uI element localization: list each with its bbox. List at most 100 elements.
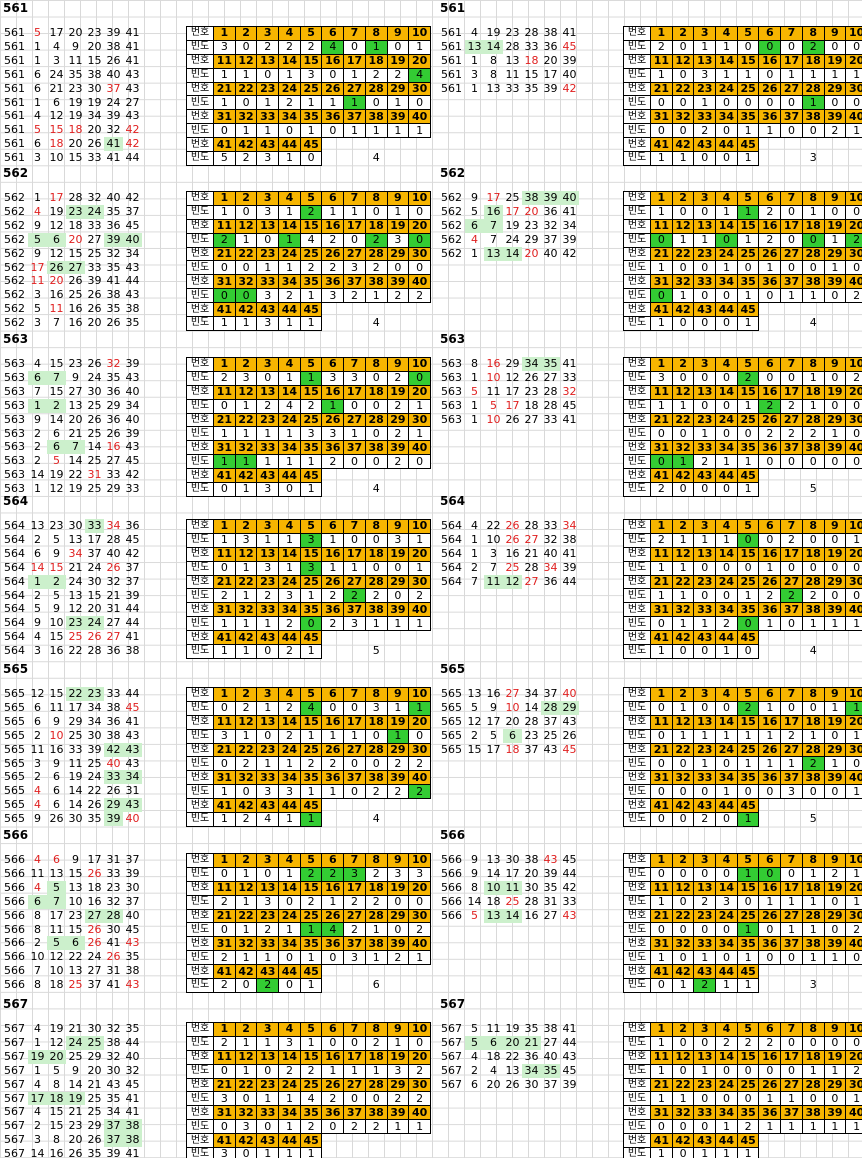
winning-number: 40: [560, 191, 579, 205]
winning-number: 32: [562, 384, 577, 398]
winning-number: 34: [522, 1063, 541, 1078]
empty-cell: [824, 1148, 846, 1158]
frequency-row: 빈도 0 1 2 1 1 4 2 1 0 2: [185, 922, 431, 938]
frequency-cell: 0: [213, 482, 236, 497]
frequency-cell: 0: [780, 866, 803, 882]
frequency-label: 빈도: [622, 151, 652, 166]
frequency-cell: 1: [234, 588, 258, 604]
number-cell: 41: [213, 302, 236, 318]
number-cell: 34: [715, 936, 738, 952]
draw-row: 562 4 7 24 29 37 39: [439, 233, 579, 247]
winning-number: 13: [30, 519, 45, 532]
frequency-cell: 4: [278, 398, 301, 414]
winning-number: 26: [505, 1077, 520, 1091]
winning-number: 37: [543, 1077, 558, 1091]
frequency-cell: 1: [321, 784, 345, 800]
draw-row: 562 5 11 16 26 35 38: [2, 302, 142, 316]
number-cell: 41: [213, 798, 236, 814]
winning-number: 4: [34, 204, 41, 218]
number-cell: 39: [823, 440, 847, 456]
draw-row: 567 3 8 20 26 37 38: [2, 1133, 142, 1148]
frequency-cell: 0: [736, 426, 760, 442]
winning-number: 18: [524, 398, 539, 412]
winning-number: 8: [53, 1133, 60, 1147]
draw-id: 563: [4, 370, 25, 384]
number-cell: 6: [758, 687, 782, 702]
winning-number: 5: [47, 880, 66, 895]
frequency-cell: 0: [715, 232, 738, 248]
number-cell: 15: [736, 880, 760, 896]
frequency-cell: 1: [650, 1147, 673, 1158]
winning-number: 16: [49, 288, 64, 302]
number-cell: 34: [715, 1105, 738, 1121]
number-cell: 29: [823, 1077, 847, 1093]
winning-number: 26: [87, 866, 102, 880]
winning-number: 43: [125, 81, 140, 95]
number-cell: 28: [364, 412, 388, 428]
frequency-label: 빈도: [185, 532, 215, 548]
winning-number: 43: [562, 1049, 577, 1063]
winning-number: 26: [87, 357, 102, 370]
number-cell: 31: [213, 602, 236, 618]
number-cell: 1: [213, 357, 236, 372]
frequency-cell: 0: [650, 454, 673, 470]
draw-row: 562 3 7 16 20 26 35: [2, 316, 142, 330]
frequency-cell: 2: [364, 232, 388, 248]
number-cell: 44: [715, 1133, 738, 1149]
winning-number: 44: [125, 151, 140, 165]
number-header-row: 번호 31 32 33 34 35 36 37 38 39 40: [185, 936, 431, 952]
winning-number: 32: [106, 246, 121, 260]
winning-number: 14: [30, 560, 45, 574]
winning-number: 37: [87, 546, 102, 560]
winning-number: 25: [87, 398, 102, 412]
number-cell: 11: [213, 714, 236, 730]
winning-number: 15: [68, 246, 83, 260]
number-cell: 12: [671, 714, 695, 730]
winning-number: 17: [486, 714, 501, 728]
winning-number: 23: [68, 908, 83, 922]
winning-number: 33: [125, 482, 140, 496]
frequency-cell: 2: [234, 756, 258, 772]
empty-cell: [387, 631, 409, 645]
frequency-cell: 0: [408, 232, 431, 248]
frequency-cell: 0: [256, 232, 280, 248]
empty-cell: [846, 1148, 862, 1158]
winning-number: 22: [68, 950, 83, 964]
number-cell: 5: [736, 357, 760, 372]
frequency-cell: 0: [780, 260, 803, 276]
draw-row: 562 1 13 14 20 40 42: [439, 246, 579, 261]
number-cell: 45: [299, 630, 323, 646]
number-cell: 32: [671, 936, 695, 952]
number-cell: 43: [693, 137, 717, 153]
winning-number: 34: [68, 546, 83, 560]
empty-cell: [387, 813, 409, 827]
winning-number: 30: [125, 880, 140, 894]
frequency-cell: 0: [386, 39, 410, 55]
draw-id: 561: [4, 109, 25, 123]
winning-number: 29: [505, 357, 520, 370]
frequency-cell: 1: [256, 700, 280, 716]
frequency-label: 빈도: [185, 1147, 215, 1158]
winning-number: 4: [471, 232, 478, 246]
number-cell: 31: [213, 936, 236, 952]
number-cell: 21: [650, 1077, 673, 1093]
empty-cell: [824, 799, 846, 813]
number-cell: 27: [780, 908, 803, 924]
frequency-cell: 1: [278, 922, 301, 938]
count-cell: 5: [809, 482, 817, 496]
draw-id: 562: [4, 218, 25, 232]
frequency-cell: 1: [234, 1035, 258, 1051]
frequency-row: 빈도 1 1 0 2 1 5: [185, 644, 431, 659]
frequency-cell: 1: [343, 67, 366, 83]
empty-cell: [409, 631, 431, 645]
draw-row: 563 2 6 7 14 16 43: [2, 440, 142, 455]
winning-number: 38: [524, 853, 539, 866]
frequency-cell: 1: [693, 756, 717, 772]
frequency-cell: 1: [299, 1035, 323, 1051]
winning-number: 33: [87, 218, 102, 232]
winning-number: 7: [490, 232, 497, 246]
number-cell: 19: [386, 53, 410, 69]
frequency-cell: 1: [671, 151, 695, 166]
frequency-cell: 2: [386, 398, 410, 414]
winning-number: 13: [465, 39, 484, 54]
